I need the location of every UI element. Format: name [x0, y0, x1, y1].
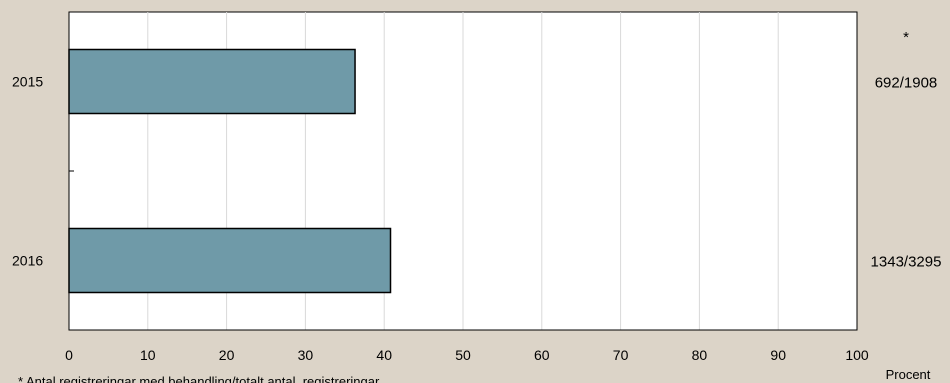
x-tick-label: 60	[534, 347, 550, 363]
category-label-2016: 2016	[12, 253, 43, 269]
x-tick-label: 0	[65, 347, 73, 363]
footnote: * Antal registreringar med behandling/to…	[18, 374, 380, 383]
x-tick-label: 40	[376, 347, 392, 363]
x-tick-labels: 0 10 20 30 40 50 60 70 80 90 100	[65, 347, 869, 363]
x-axis-label: Procent	[886, 367, 931, 382]
x-tick-label: 80	[692, 347, 708, 363]
x-tick-label: 100	[845, 347, 869, 363]
x-tick-label: 10	[140, 347, 156, 363]
ratio-header: *	[903, 29, 909, 46]
x-tick-label: 70	[613, 347, 629, 363]
ratio-labels: 692/1908 1343/3295	[871, 75, 942, 271]
x-tick-label: 20	[219, 347, 235, 363]
ratio-label-2015: 692/1908	[875, 75, 938, 92]
ratio-label-2016: 1343/3295	[871, 254, 942, 271]
x-tick-label: 90	[770, 347, 786, 363]
x-tick-label: 50	[455, 347, 471, 363]
category-labels: 2015 2016	[12, 74, 43, 269]
category-label-2015: 2015	[12, 74, 43, 90]
bar-2016	[68, 227, 392, 294]
x-tick-label: 30	[298, 347, 314, 363]
bar-2015	[68, 48, 356, 115]
